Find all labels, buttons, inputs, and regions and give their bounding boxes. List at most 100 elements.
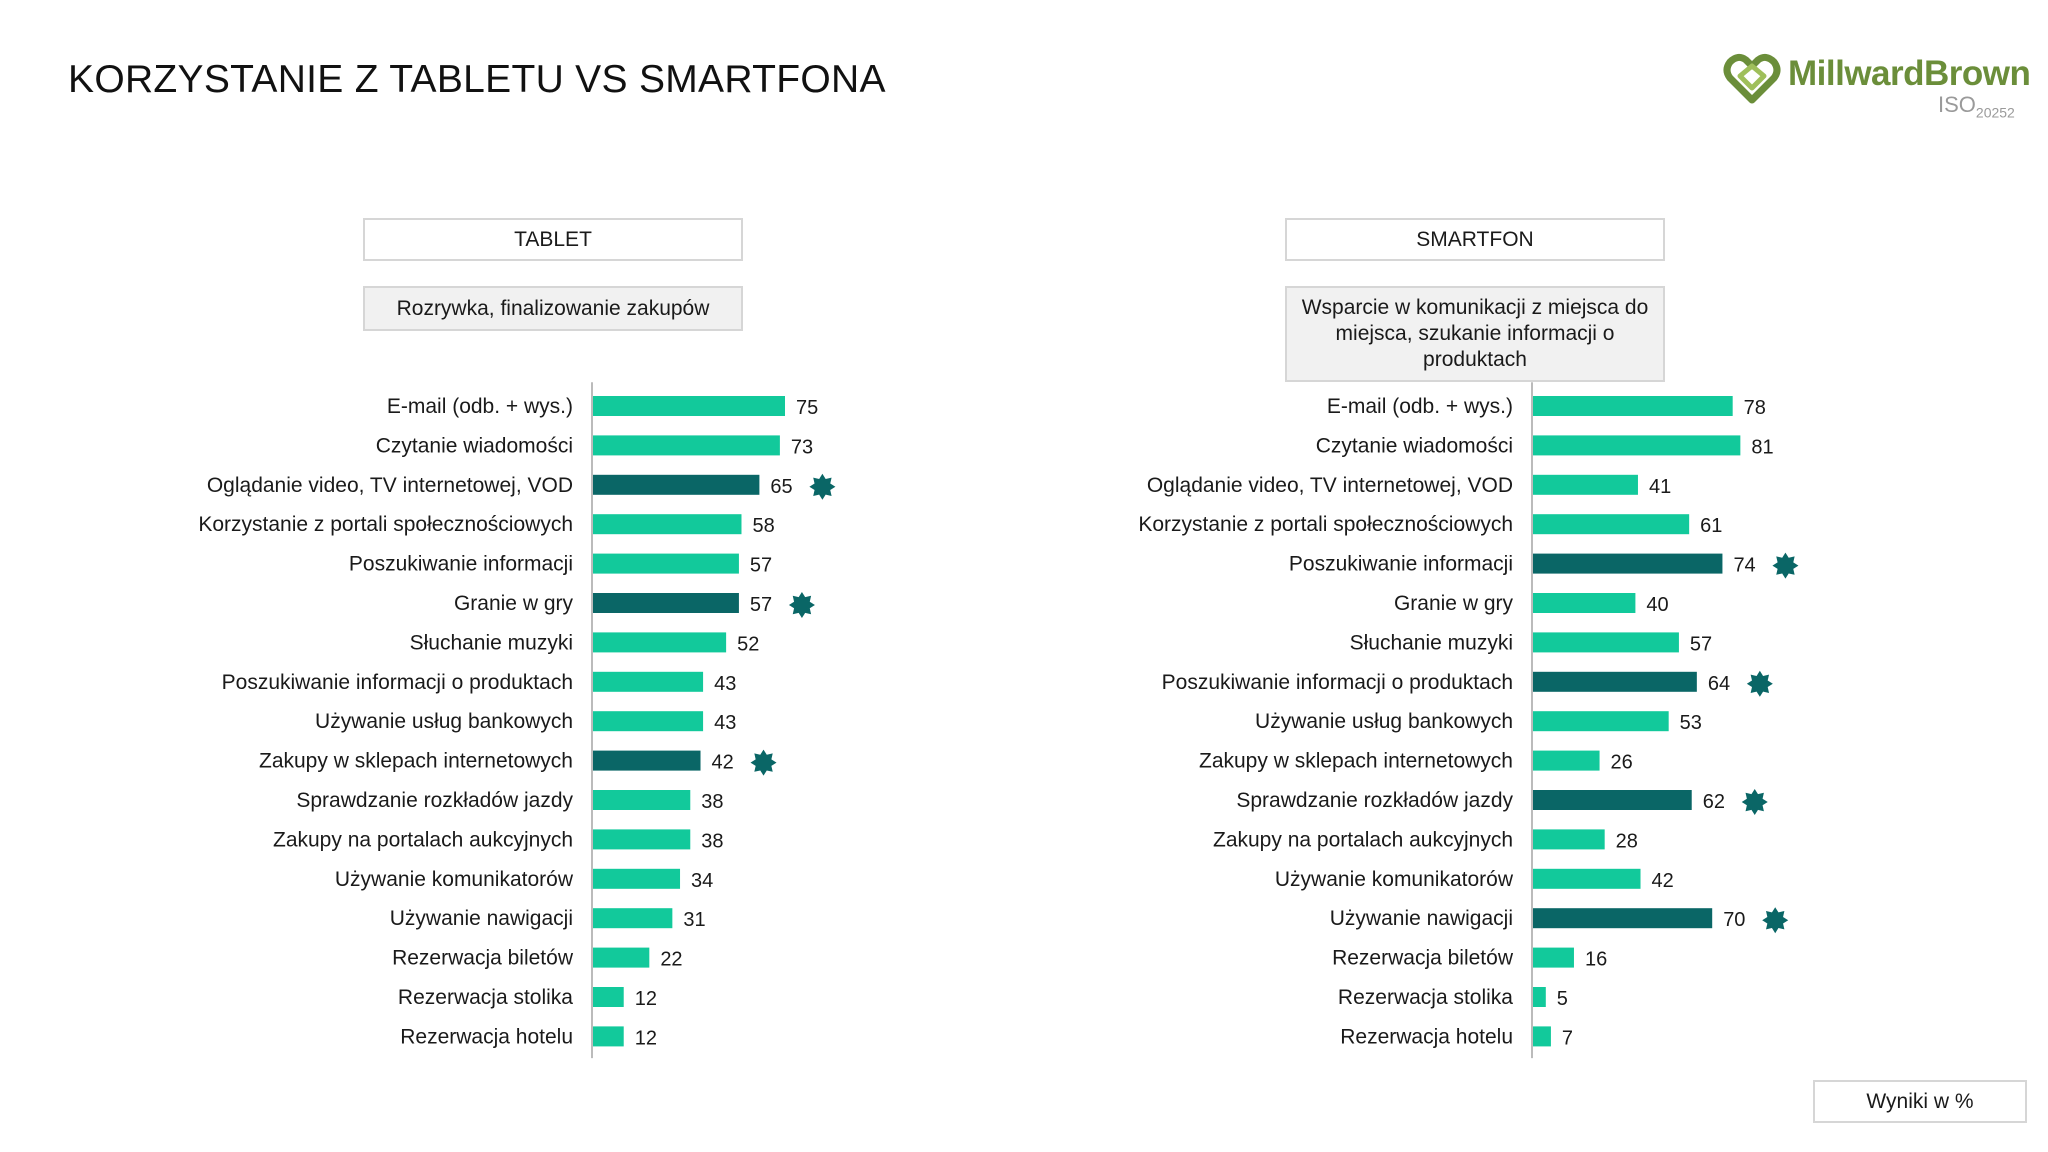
tablet-category-label: Używanie nawigacji bbox=[390, 907, 573, 930]
tablet-category-label: Słuchanie muzyki bbox=[410, 631, 573, 654]
smartfon-value-label: 41 bbox=[1649, 476, 1671, 498]
smartfon-category-label: Poszukiwanie informacji o produktach bbox=[1162, 671, 1513, 694]
smartfon-category-label: Poszukiwanie informacji bbox=[1289, 553, 1513, 576]
smartfon-bar bbox=[1533, 790, 1692, 810]
smartfon-value-label: 81 bbox=[1751, 436, 1773, 458]
tablet-value-label: 42 bbox=[712, 752, 734, 774]
tablet-value-label: 38 bbox=[701, 791, 723, 813]
smartfon-category-label: Granie w gry bbox=[1394, 592, 1514, 615]
page-title: KORZYSTANIE Z TABLETU VS SMARTFONA bbox=[68, 58, 886, 101]
tablet-bar bbox=[593, 474, 760, 495]
smartfon-category-label: Oglądanie video, TV internetowej, VOD bbox=[1147, 474, 1513, 497]
smartfon-value-label: 16 bbox=[1585, 949, 1607, 971]
smartfon-value-label: 57 bbox=[1690, 633, 1712, 655]
tablet-category-label: Czytanie wiadomości bbox=[376, 434, 573, 457]
smartfon-bar bbox=[1533, 396, 1733, 416]
tablet-highlight-star-icon bbox=[750, 749, 777, 776]
tablet-value-label: 52 bbox=[737, 633, 759, 655]
smartfon-category-label: Czytanie wiadomości bbox=[1316, 434, 1513, 457]
smartfon-bar bbox=[1533, 829, 1605, 850]
tablet-bar bbox=[593, 396, 785, 416]
tablet-category-label: Poszukiwanie informacji o produktach bbox=[222, 671, 573, 694]
logo-wordmark: MillwardBrown bbox=[1788, 54, 2031, 93]
tablet-value-label: 31 bbox=[683, 909, 705, 931]
smartfon-value-label: 7 bbox=[1562, 1027, 1573, 1049]
smartfon-bar bbox=[1533, 553, 1723, 574]
tablet-category-label: Sprawdzanie rozkładów jazdy bbox=[296, 789, 573, 812]
tablet-chart: E-mail (odb. + wys.) 75 Czytanie wiadomośc… bbox=[0, 0, 1000, 1100]
smartfon-value-label: 40 bbox=[1646, 594, 1668, 616]
smartfon-category-label: Używanie nawigacji bbox=[1330, 907, 1513, 930]
tablet-category-label: Zakupy w sklepach internetowych bbox=[259, 750, 573, 773]
tablet-category-label: Oglądanie video, TV internetowej, VOD bbox=[207, 474, 573, 497]
results-note: Wyniki w % bbox=[1813, 1080, 2027, 1123]
tablet-value-label: 12 bbox=[635, 988, 657, 1010]
smartfon-heading: SMARTFON bbox=[1285, 218, 1665, 261]
smartfon-bar bbox=[1533, 750, 1600, 771]
smartfon-bar bbox=[1533, 868, 1641, 889]
tablet-value-label: 43 bbox=[714, 712, 736, 734]
tablet-category-label: Rezerwacja hotelu bbox=[400, 1025, 573, 1048]
tablet-category-label: Granie w gry bbox=[454, 592, 574, 615]
logo-iso-number: 20252 bbox=[1975, 104, 2015, 121]
tablet-category-label: Korzystanie z portali społecznościowych bbox=[198, 513, 573, 536]
logo-iso: ISO20252 bbox=[1938, 92, 2015, 120]
smartfon-bar bbox=[1533, 593, 1636, 613]
tablet-bar bbox=[593, 1026, 624, 1047]
tablet-heading: TABLET bbox=[363, 218, 743, 261]
tablet-bar bbox=[593, 790, 691, 810]
smartfon-category-label: Używanie usług bankowych bbox=[1255, 710, 1513, 733]
smartfon-value-label: 53 bbox=[1680, 712, 1702, 734]
tablet-value-label: 38 bbox=[701, 830, 723, 852]
smartfon-bar bbox=[1533, 908, 1713, 929]
tablet-bar bbox=[593, 711, 704, 732]
tablet-category-label: E-mail (odb. + wys.) bbox=[387, 395, 573, 418]
smartfon-category-label: Słuchanie muzyki bbox=[1350, 631, 1513, 654]
smartfon-value-label: 78 bbox=[1744, 397, 1766, 419]
tablet-bar bbox=[593, 435, 780, 456]
smartfon-bar bbox=[1533, 435, 1741, 456]
tablet-value-label: 58 bbox=[752, 515, 774, 537]
tablet-category-label: Poszukiwanie informacji bbox=[349, 553, 573, 576]
tablet-value-label: 43 bbox=[714, 673, 736, 695]
smartfon-value-label: 42 bbox=[1652, 870, 1674, 892]
tablet-bar bbox=[593, 868, 681, 889]
smartfon-highlight-star-icon bbox=[1772, 552, 1799, 579]
smartfon-bar bbox=[1533, 711, 1669, 732]
tablet-bar-chart: E-mail (odb. + wys.) 75 Czytanie wiadomośc… bbox=[198, 382, 836, 1059]
logo-heart-icon bbox=[1723, 53, 1781, 104]
smartfon-highlight-star-icon bbox=[1762, 907, 1789, 934]
tablet-category-label: Używanie komunikatorów bbox=[335, 868, 574, 891]
tablet-value-label: 34 bbox=[691, 870, 713, 892]
tablet-highlight-star-icon bbox=[788, 592, 815, 618]
smartfon-highlight-star-icon bbox=[1746, 670, 1773, 697]
tablet-value-label: 75 bbox=[796, 397, 818, 419]
tablet-value-label: 12 bbox=[635, 1027, 657, 1049]
smartfon-category-label: Korzystanie z portali społecznościowych bbox=[1138, 513, 1513, 536]
smartfon-bar bbox=[1533, 671, 1697, 692]
smartfon-value-label: 70 bbox=[1723, 909, 1745, 931]
tablet-category-label: Używanie usług bankowych bbox=[315, 710, 573, 733]
tablet-bar bbox=[593, 750, 701, 771]
tablet-value-label: 22 bbox=[660, 949, 682, 971]
smartfon-value-label: 28 bbox=[1616, 830, 1638, 852]
brand-logo: MillwardBrown ISO20252 bbox=[1722, 48, 2031, 128]
tablet-bar bbox=[593, 908, 673, 929]
tablet-bar bbox=[593, 829, 691, 850]
tablet-value-label: 57 bbox=[750, 594, 772, 616]
tablet-bar bbox=[593, 987, 624, 1007]
smartfon-category-label: Zakupy na portalach aukcyjnych bbox=[1213, 828, 1513, 851]
logo-iso-label: ISO bbox=[1938, 92, 1976, 117]
smartfon-chart: E-mail (odb. + wys.) 78 Czytanie wiadomośc… bbox=[1138, 382, 1799, 1059]
tablet-category-label: Rezerwacja biletów bbox=[392, 947, 574, 970]
smartfon-subheading: Wsparcie w komunikacji z miejsca do miej… bbox=[1285, 286, 1665, 382]
smartfon-highlight-star-icon bbox=[1741, 789, 1768, 815]
tablet-bar bbox=[593, 671, 704, 692]
tablet-value-label: 65 bbox=[770, 476, 792, 498]
smartfon-bar bbox=[1533, 514, 1690, 535]
tablet-value-label: 57 bbox=[750, 555, 772, 577]
smartfon-bar-chart: E-mail (odb. + wys.) 78 Czytanie wiadomośc… bbox=[1138, 382, 1799, 1059]
tablet-bar bbox=[593, 553, 739, 574]
tablet-highlight-star-icon bbox=[809, 473, 836, 500]
smartfon-value-label: 26 bbox=[1611, 752, 1633, 774]
